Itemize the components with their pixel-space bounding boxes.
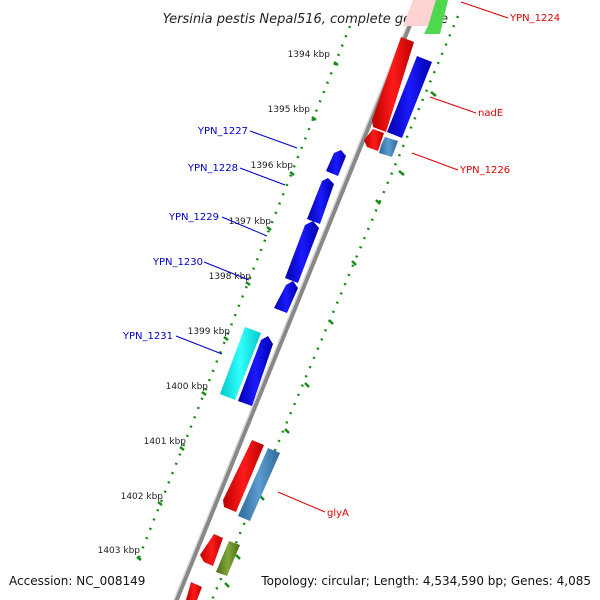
tick-label-1396: 1396 kbp [251,161,294,171]
gene-ypn1231-feature[interactable] [220,327,261,400]
gene-nadE-feature[interactable] [387,56,432,138]
inner-tick-marks [136,61,339,561]
label-ypn1231[interactable]: YPN_1231 [122,331,173,342]
label-ypn1229[interactable]: YPN_1229 [168,212,219,223]
tick-label-1402: 1402 kbp [121,492,164,502]
tick-labels: 1394 kbp 1395 kbp 1396 kbp 1397 kbp 1398… [98,50,331,556]
tick-label-1400: 1400 kbp [166,382,209,392]
gene-labels: YPN_1224 nadE YPN_1226 YPN_1227 YPN_1228… [122,13,560,519]
gene-red-mid-feature[interactable] [223,440,264,512]
tick-label-1401: 1401 kbp [144,437,187,447]
outer-tick-marks [224,91,437,588]
label-ypn1227[interactable]: YPN_1227 [197,126,248,137]
gene-blue-longest-feature[interactable] [238,336,273,406]
tick-label-1397: 1397 kbp [229,217,272,227]
gene-ypn1230-feature[interactable] [274,281,298,313]
genome-title: Yersinia pestis Nepal516, complete genom… [163,12,448,27]
forward-strand-genes [220,150,346,406]
gene-green-top-feature[interactable] [424,0,448,34]
gene-red-large-feature[interactable] [372,37,414,132]
gene-ypn1229-feature[interactable] [285,221,319,283]
tick-label-1399: 1399 kbp [188,327,231,337]
leader-lines [175,1,509,513]
genome-backbone-highlight [173,0,418,600]
gene-red-small-feature[interactable] [364,129,384,151]
label-ypn1226[interactable]: YPN_1226 [459,165,510,176]
tick-label-1395: 1395 kbp [268,105,311,115]
gene-ypn1228-feature[interactable] [307,178,334,224]
gene-ypn1227-feature[interactable] [326,150,346,176]
label-ypn1224[interactable]: YPN_1224 [509,13,560,24]
label-ypn1228[interactable]: YPN_1228 [187,163,238,174]
tick-label-1403: 1403 kbp [98,546,141,556]
label-glyA[interactable]: glyA [327,508,349,519]
label-ypn1230[interactable]: YPN_1230 [152,257,203,268]
tick-label-1394: 1394 kbp [288,50,331,60]
gene-glyA-feature[interactable] [238,448,280,521]
gene-red-bottom-feature[interactable] [186,582,202,600]
genome-summary-text: Topology: circular; Length: 4,534,590 bp… [260,574,591,588]
gene-olive-feature[interactable] [216,541,240,576]
gene-red-lower-feature[interactable] [200,534,223,566]
accession-text: Accession: NC_008149 [9,574,145,588]
tick-label-1398: 1398 kbp [209,272,252,282]
label-nadE[interactable]: nadE [478,108,503,119]
gene-ypn1226-feature[interactable] [379,137,398,157]
reverse-strand-genes [186,0,448,600]
